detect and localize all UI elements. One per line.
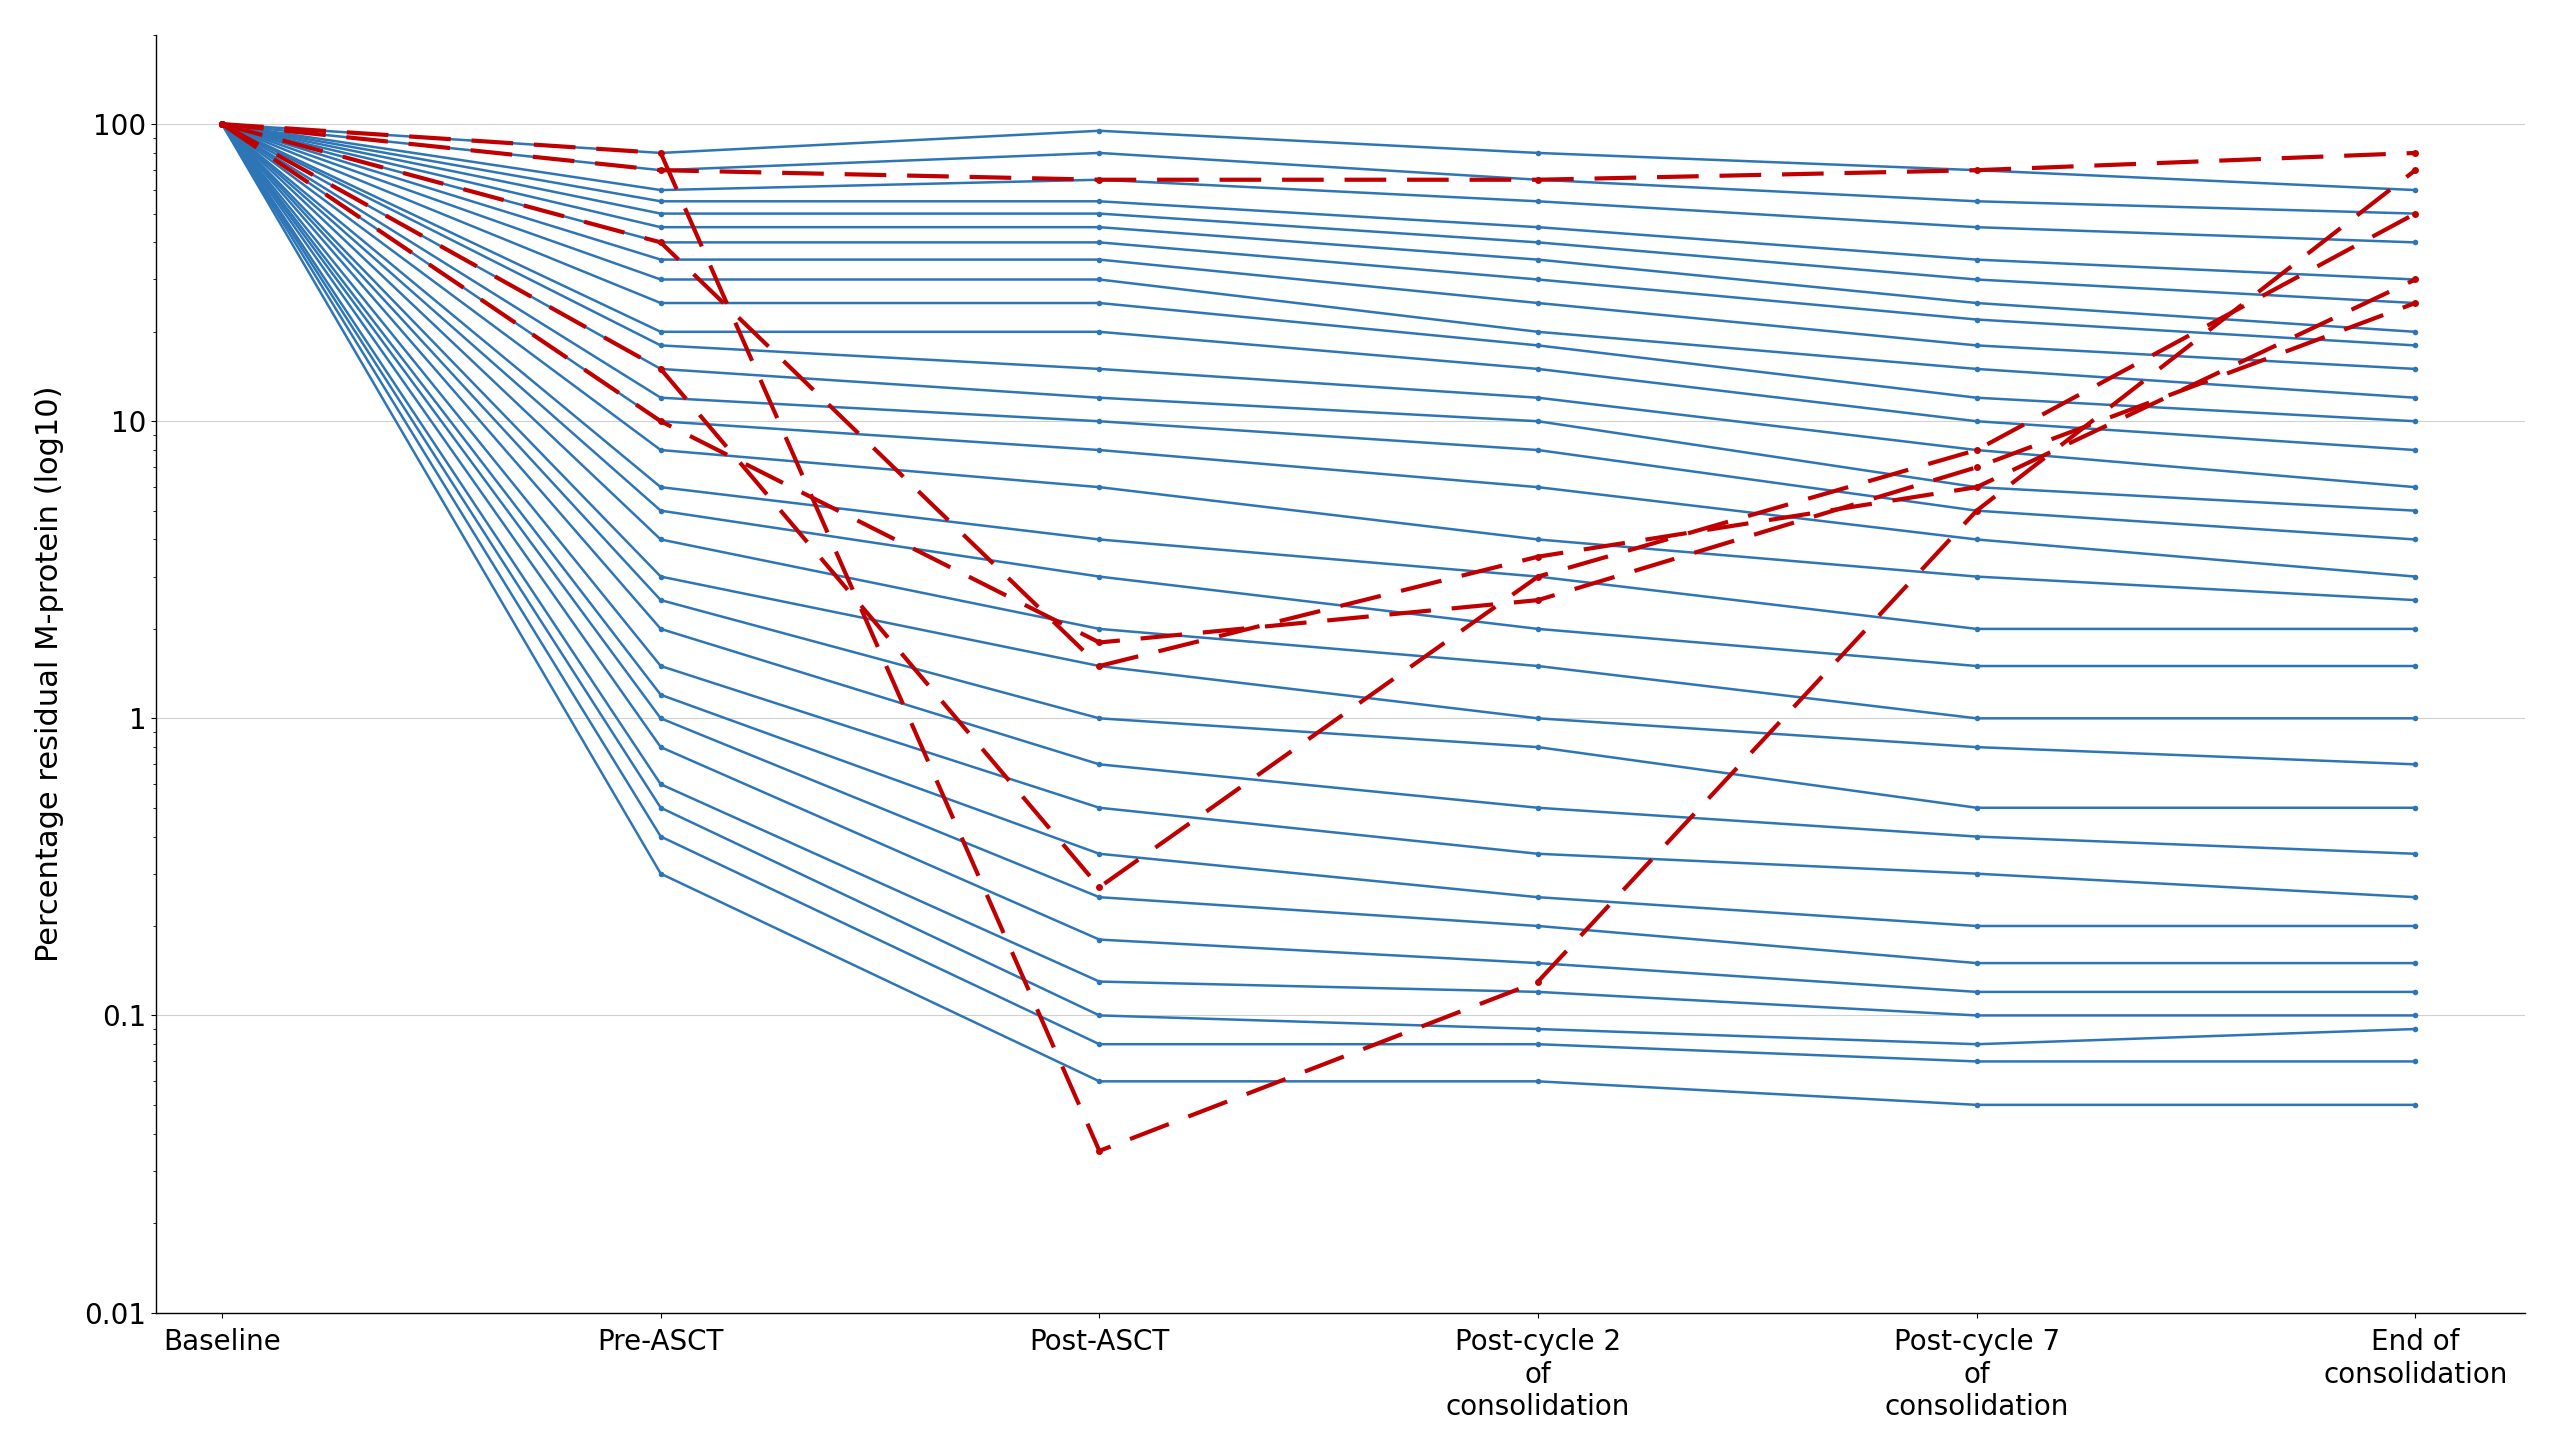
Y-axis label: Percentage residual M-protein (log10): Percentage residual M-protein (log10) bbox=[36, 386, 64, 962]
